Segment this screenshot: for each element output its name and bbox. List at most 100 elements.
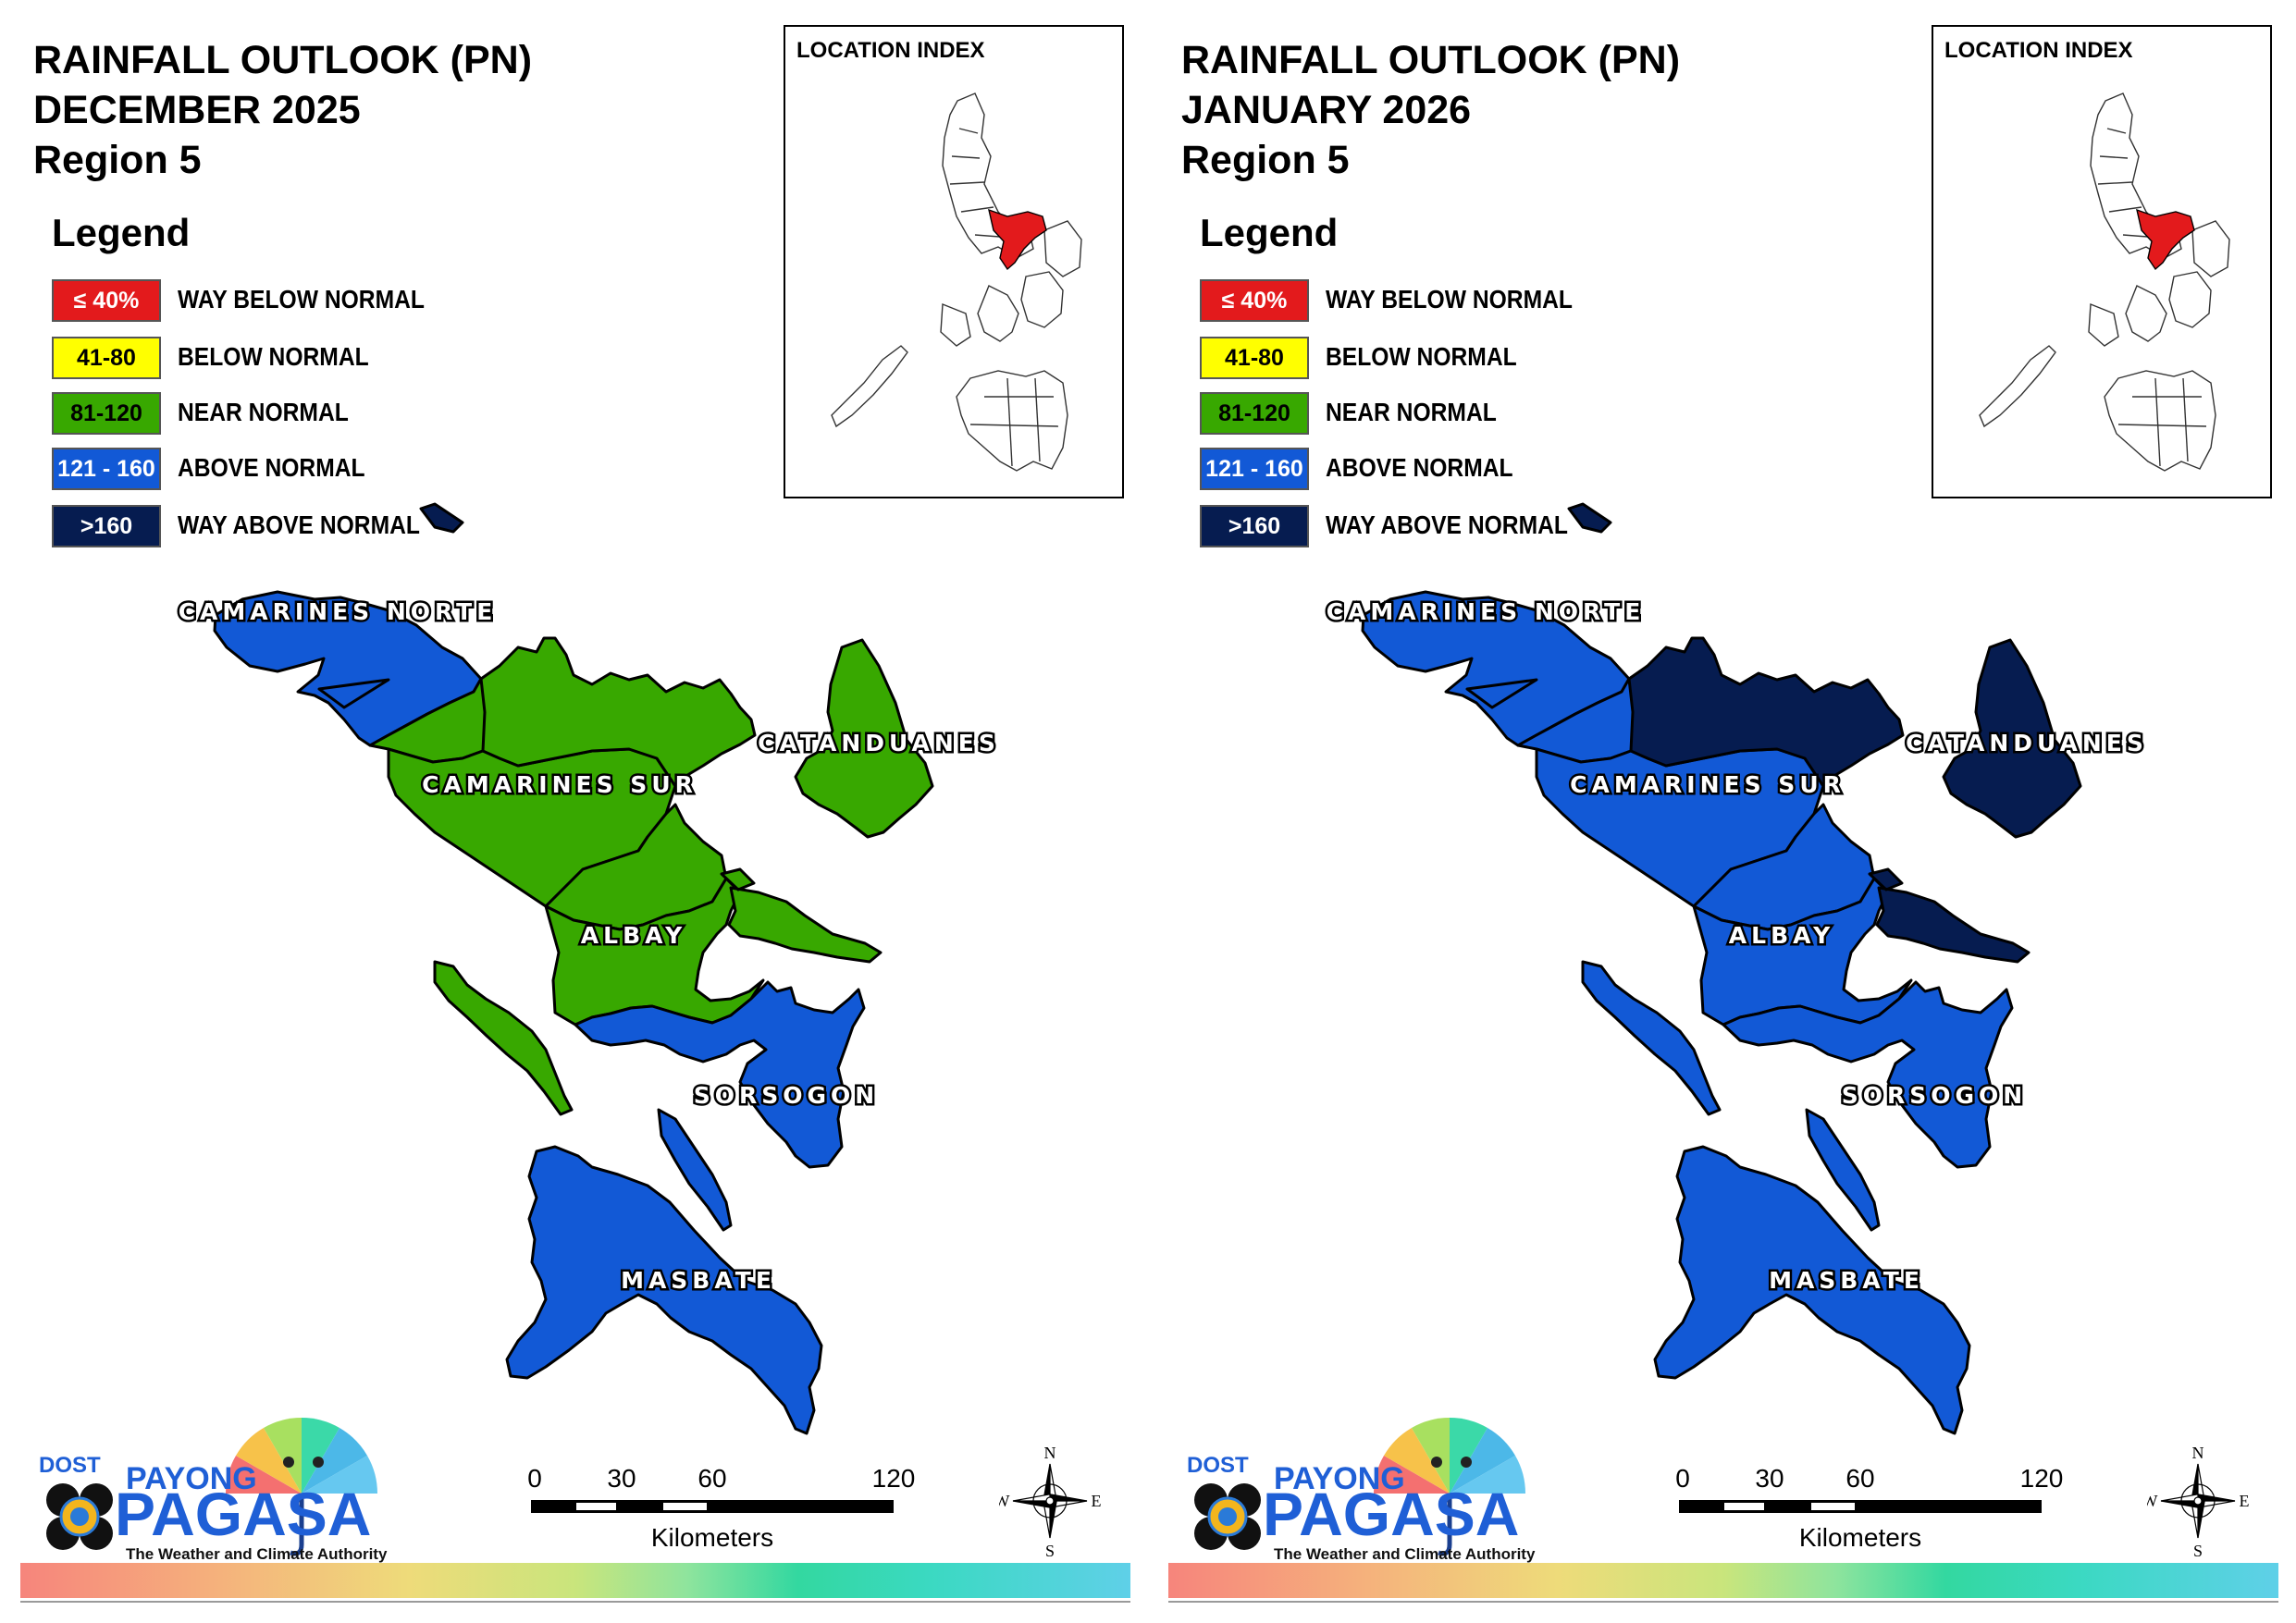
legend-title: Legend xyxy=(52,211,191,254)
legend-label: ABOVE NORMAL xyxy=(178,453,365,482)
boundary-line xyxy=(2182,377,2189,462)
compass-e-label: E xyxy=(1092,1492,1102,1510)
title-line-3: Region 5 xyxy=(33,138,202,182)
legend-swatch: 121 - 160 xyxy=(52,448,161,490)
logo-payong-text: PAYONG xyxy=(1274,1461,1405,1496)
umbrella-segment xyxy=(226,1456,302,1494)
boundary-line xyxy=(2108,206,2142,213)
sorsogon-shape xyxy=(1722,980,2014,1169)
ticao-island-shape xyxy=(1805,1108,1881,1232)
province-label: CAMARINES NORTE xyxy=(1327,598,1646,625)
scale-unit-label: Kilometers xyxy=(1799,1523,1921,1552)
camarines-sur-east-shape xyxy=(1627,636,1905,788)
boundary-line xyxy=(960,206,994,213)
boundary-line xyxy=(2154,377,2161,467)
sorsogon-shape xyxy=(574,980,866,1169)
compass-n-label: N xyxy=(2192,1444,2204,1462)
legend-swatch: >160 xyxy=(1200,505,1309,547)
catanduanes-shape xyxy=(794,638,934,839)
boundary-line xyxy=(1034,377,1041,462)
boundary-line xyxy=(2097,181,2133,185)
island-outline xyxy=(2191,220,2230,277)
title-line-2: DECEMBER 2025 xyxy=(33,88,361,132)
legend-swatch: >160 xyxy=(52,505,161,547)
logo-dost-text: DOST xyxy=(1187,1453,1249,1478)
island-outline xyxy=(1979,345,2056,428)
logo-pagasa-text: PAGASA xyxy=(115,1480,371,1548)
scale-segment xyxy=(1724,1503,1764,1510)
region-map: CAMARINES NORTE CAMARINES SUR CATANDUANES A… xyxy=(176,502,997,1435)
island-outline xyxy=(2090,92,2182,259)
scale-tick-label: 0 xyxy=(527,1464,542,1493)
island-outline xyxy=(2088,271,2212,347)
small-island-shape xyxy=(419,502,464,534)
catanduanes-shape xyxy=(1942,638,2082,839)
scale-tick-label: 120 xyxy=(2020,1464,2064,1493)
province-label: MASBATE xyxy=(621,1267,776,1294)
legend-swatch: 81-120 xyxy=(52,392,161,435)
province-label: ALBAY xyxy=(581,922,686,949)
north-arrow-icon: N S E W xyxy=(999,1444,1102,1558)
scale-unit-label: Kilometers xyxy=(651,1523,773,1552)
ticao-island-shape xyxy=(657,1108,733,1232)
province-label: CAMARINES SUR xyxy=(422,771,697,798)
umbrella-segment xyxy=(1450,1418,1487,1494)
legend-label: NEAR NORMAL xyxy=(178,398,349,426)
logo-payong-text: PAYONG xyxy=(126,1461,257,1496)
logo-tagline-text: The Weather and Climate Authority xyxy=(1274,1545,1536,1563)
island-outline xyxy=(2104,370,2216,472)
boundary-line xyxy=(949,181,985,185)
compass-s-label: S xyxy=(2193,1542,2203,1558)
philippines-index-map xyxy=(1979,92,2230,472)
island-outline xyxy=(831,345,908,428)
province-label: SORSOGON xyxy=(694,1082,879,1109)
legend-label: BELOW NORMAL xyxy=(178,342,369,371)
umbrella-segment xyxy=(1450,1456,1525,1494)
january-outlook-panel: RAINFALL OUTLOOK (PN) JANUARY 2026 Regio… xyxy=(1148,0,2296,1623)
burias-island-shape xyxy=(1581,960,1722,1116)
masbate-shape xyxy=(1653,1145,1971,1435)
boundary-line xyxy=(969,424,1059,427)
title-line-3: Region 5 xyxy=(1181,138,1350,182)
umbrella-segment xyxy=(264,1418,302,1494)
compass-w-label: W xyxy=(999,1492,1010,1510)
region-5-highlight xyxy=(2136,208,2195,271)
compass-n-label: N xyxy=(1044,1444,1056,1462)
inset-title: LOCATION INDEX xyxy=(796,38,985,63)
title-line-2: JANUARY 2026 xyxy=(1181,88,1472,132)
scale-tick-label: 60 xyxy=(697,1464,726,1493)
legend-swatch: 41-80 xyxy=(52,337,161,379)
title-line-1: RAINFALL OUTLOOK (PN) xyxy=(1181,38,1681,82)
province-label: CATANDUANES xyxy=(1906,730,2148,756)
map-title: RAINFALL OUTLOOK (PN) JANUARY 2026 Regio… xyxy=(1181,35,1680,185)
legend-swatch: 41-80 xyxy=(1200,337,1309,379)
masbate-shape xyxy=(505,1145,823,1435)
boundary-line xyxy=(951,155,981,159)
scale-tick-label: 0 xyxy=(1675,1464,1690,1493)
map-title: RAINFALL OUTLOOK (PN) DECEMBER 2025 Regi… xyxy=(33,35,532,185)
legend-label: NEAR NORMAL xyxy=(1326,398,1497,426)
logo-dost-text: DOST xyxy=(39,1453,101,1478)
province-label: ALBAY xyxy=(1729,922,1834,949)
umbrella-segment xyxy=(235,1427,302,1494)
compass-s-label: S xyxy=(1045,1542,1055,1558)
footer-gradient-bar xyxy=(1168,1563,2278,1598)
boundary-line xyxy=(2099,155,2129,159)
boundary-line xyxy=(2117,424,2207,427)
umbrella-segment xyxy=(302,1418,339,1494)
footer-divider xyxy=(20,1601,1130,1603)
inset-title: LOCATION INDEX xyxy=(1944,38,2133,63)
legend-label: ABOVE NORMAL xyxy=(1326,453,1513,482)
umbrella-segment xyxy=(302,1427,368,1494)
island-outline xyxy=(940,271,1064,347)
logo-pagasa-text: PAGASA xyxy=(1263,1480,1519,1548)
location-index-inset: LOCATION INDEX xyxy=(784,25,1124,498)
north-arrow-icon: N S E W xyxy=(2147,1444,2249,1558)
title-line-1: RAINFALL OUTLOOK (PN) xyxy=(33,38,533,82)
umbrella-segment xyxy=(1412,1418,1450,1494)
boundary-line xyxy=(958,128,979,134)
legend-label: WAY BELOW NORMAL xyxy=(1326,285,1573,314)
scale-bar: 0 30 60 120 Kilometers xyxy=(1675,1464,2064,1552)
